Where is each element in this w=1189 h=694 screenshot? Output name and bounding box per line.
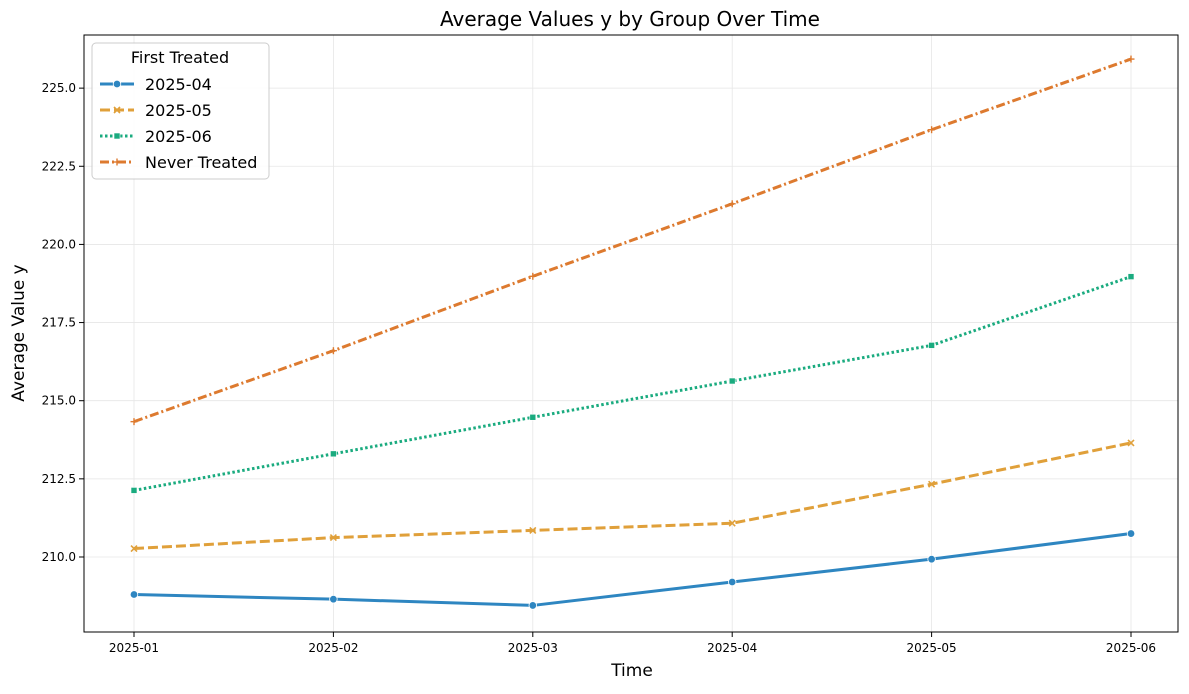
data-point — [728, 200, 736, 208]
series-2025-04 — [129, 529, 1136, 610]
series-line — [133, 57, 1132, 424]
data-point — [728, 377, 736, 385]
legend-marker — [113, 106, 121, 114]
legend-marker — [113, 132, 121, 140]
marker-stroke — [113, 106, 121, 114]
legend-label: 2025-05 — [145, 101, 212, 120]
plot-frame — [83, 34, 1179, 633]
legend-item: 2025-06 — [100, 127, 212, 146]
series-lines — [129, 55, 1136, 610]
data-point — [927, 554, 936, 564]
y-tick-label: 225.0 — [42, 81, 76, 95]
data-point — [528, 601, 537, 610]
data-point — [329, 534, 337, 542]
data-point — [928, 342, 935, 349]
x-tick-label: 2025-01 — [109, 641, 159, 655]
series-2025-06 — [130, 273, 1135, 494]
y-tick-label: 220.0 — [42, 237, 76, 251]
legend-box — [91, 42, 270, 180]
marker-stroke — [928, 480, 936, 488]
x-tick-label: 2025-06 — [1106, 641, 1156, 655]
y-tick-label: 222.5 — [42, 159, 76, 173]
legend-label: Never Treated — [145, 153, 257, 172]
x-tick-label: 2025-05 — [907, 641, 957, 655]
legend-item: 2025-05 — [100, 101, 212, 120]
y-tick-label: 215.0 — [42, 394, 76, 408]
data-point — [728, 577, 737, 587]
data-point — [529, 526, 537, 534]
series-line — [133, 275, 1132, 492]
data-point — [1127, 55, 1135, 63]
data-point — [928, 480, 936, 488]
marker-stroke — [329, 534, 337, 542]
legend-item: 2025-04 — [100, 75, 212, 94]
legend-marker — [112, 79, 122, 89]
data-point — [330, 450, 337, 458]
legend-item: Never Treated — [100, 153, 257, 172]
x-axis-label: Time — [610, 661, 653, 681]
marker-stroke — [1127, 439, 1135, 447]
series-never-treated — [130, 55, 1135, 426]
data-point — [1127, 439, 1135, 447]
axes: 2025-01 2025-02 2025-03 2025-04 2025-05 2025-… — [42, 34, 1179, 655]
y-tick-label: 210.0 — [42, 550, 76, 564]
series-line — [133, 441, 1132, 551]
data-point — [130, 418, 138, 426]
marker-stroke — [728, 519, 736, 527]
legend-marker — [113, 158, 121, 166]
chart-title: Average Values y by Group Over Time — [440, 7, 820, 31]
series-line — [133, 532, 1132, 607]
y-tick-label: 217.5 — [42, 316, 76, 330]
data-point — [130, 487, 138, 494]
data-point — [928, 126, 936, 134]
marker-stroke — [529, 526, 537, 534]
y-axis-label: Average Value y — [9, 264, 29, 401]
x-tick-label: 2025-04 — [707, 641, 757, 655]
data-point — [129, 590, 139, 599]
legend: First Treated 2025-04 2025-05 2025-06 Never … — [91, 42, 270, 180]
data-point — [529, 272, 537, 280]
data-point — [529, 413, 537, 421]
data-point — [728, 519, 736, 527]
y-tick-label: 212.5 — [42, 472, 76, 486]
x-tick-label: 2025-03 — [508, 641, 558, 655]
legend-label: 2025-06 — [145, 127, 212, 146]
data-point — [329, 594, 338, 604]
marker-stroke — [130, 544, 138, 553]
data-point — [1126, 529, 1136, 538]
data-point — [1127, 273, 1135, 280]
series-2025-05 — [130, 439, 1135, 553]
legend-label: 2025-04 — [145, 75, 212, 94]
data-point — [329, 347, 337, 355]
data-point — [130, 544, 138, 553]
legend-title: First Treated — [131, 48, 229, 67]
x-tick-label: 2025-02 — [308, 641, 358, 655]
